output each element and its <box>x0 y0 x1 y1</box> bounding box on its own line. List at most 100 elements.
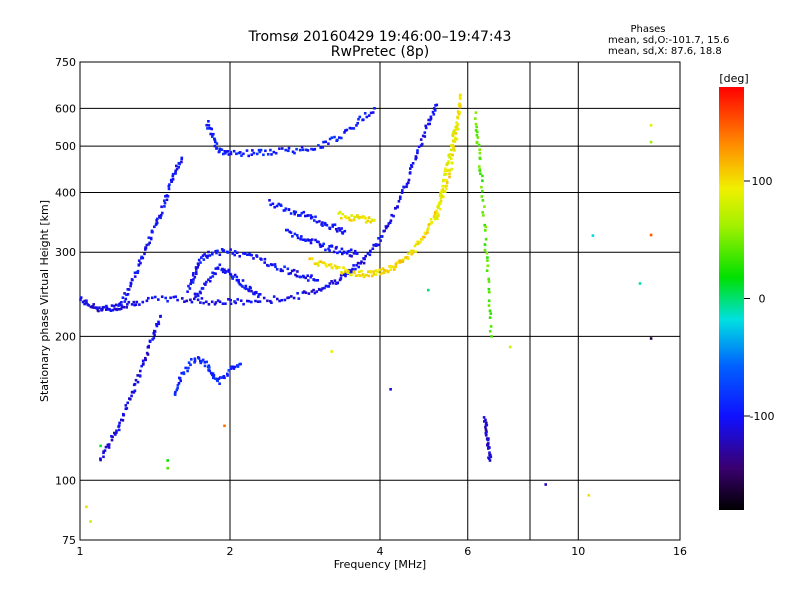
data-point <box>243 252 247 255</box>
data-point <box>459 93 462 97</box>
data-point <box>178 377 182 380</box>
data-point <box>482 416 486 419</box>
data-point <box>212 376 215 380</box>
data-point <box>355 124 358 127</box>
data-point <box>241 285 244 288</box>
data-point <box>445 173 448 176</box>
data-point <box>175 167 179 171</box>
data-point <box>196 298 200 302</box>
data-point <box>237 278 240 282</box>
data-point <box>299 275 302 279</box>
data-point <box>397 200 401 203</box>
data-point <box>218 150 221 153</box>
data-point <box>227 270 231 273</box>
data-point <box>411 251 414 255</box>
data-point <box>269 203 272 207</box>
data-point <box>311 215 314 219</box>
data-point <box>451 133 455 136</box>
data-point <box>443 170 447 173</box>
data-point <box>353 215 357 219</box>
data-point <box>287 208 291 212</box>
data-point <box>229 298 232 302</box>
data-point <box>189 282 192 286</box>
data-point <box>319 146 322 149</box>
data-point <box>489 453 492 457</box>
data-point <box>262 296 266 300</box>
data-point <box>323 286 326 290</box>
data-point <box>441 195 444 198</box>
data-point <box>120 418 123 422</box>
data-point <box>285 228 288 232</box>
data-point <box>478 156 482 160</box>
data-point <box>174 169 177 173</box>
data-point <box>343 270 347 273</box>
data-point <box>233 365 237 369</box>
data-point <box>435 216 438 219</box>
data-point <box>478 169 482 173</box>
data-point <box>145 243 149 247</box>
data-point <box>445 181 449 184</box>
data-point <box>202 258 206 261</box>
data-point <box>206 256 209 259</box>
data-point <box>233 300 236 303</box>
data-point <box>349 127 353 130</box>
data-point <box>144 246 147 249</box>
data-point <box>410 165 414 168</box>
data-point <box>443 190 447 193</box>
data-point <box>227 153 231 156</box>
data-point <box>344 129 347 132</box>
data-point <box>340 272 344 275</box>
data-point <box>306 274 309 277</box>
data-point <box>227 369 231 372</box>
data-point <box>249 286 252 290</box>
data-point <box>458 97 462 100</box>
data-point <box>283 298 287 302</box>
data-point <box>252 257 255 260</box>
data-point <box>349 248 353 252</box>
data-point <box>253 292 256 296</box>
data-point <box>160 205 163 209</box>
data-point <box>453 149 456 152</box>
data-point <box>201 287 205 290</box>
data-point <box>248 253 252 257</box>
data-point <box>361 273 365 276</box>
data-point <box>209 371 213 375</box>
data-point <box>452 129 456 132</box>
data-point <box>350 254 353 258</box>
data-point <box>352 270 356 274</box>
data-point <box>192 272 195 275</box>
data-point <box>361 215 365 218</box>
data-point <box>97 309 100 313</box>
data-point <box>209 276 212 279</box>
data-point <box>200 297 204 300</box>
data-point <box>387 270 390 273</box>
data-point <box>478 165 481 168</box>
data-point <box>428 122 431 126</box>
data-point <box>229 302 233 306</box>
data-point <box>193 359 197 363</box>
data-point <box>333 135 336 139</box>
data-point <box>226 372 229 376</box>
data-point <box>83 302 86 306</box>
data-point <box>189 363 192 367</box>
data-point <box>379 272 382 276</box>
data-point <box>239 299 243 302</box>
data-point <box>159 315 162 318</box>
data-point <box>115 429 118 433</box>
data-point <box>338 136 341 139</box>
data-point <box>371 274 374 278</box>
data-point <box>176 386 179 390</box>
data-point <box>484 428 488 432</box>
data-point <box>102 455 105 459</box>
data-point <box>138 303 141 306</box>
data-point <box>331 281 335 285</box>
data-point <box>144 356 147 360</box>
data-point <box>212 272 216 275</box>
data-point <box>193 297 196 301</box>
data-point <box>205 254 208 258</box>
data-point <box>344 268 347 272</box>
data-point <box>312 288 315 292</box>
data-point <box>369 111 373 115</box>
data-point <box>638 282 642 285</box>
data-point <box>445 184 448 187</box>
